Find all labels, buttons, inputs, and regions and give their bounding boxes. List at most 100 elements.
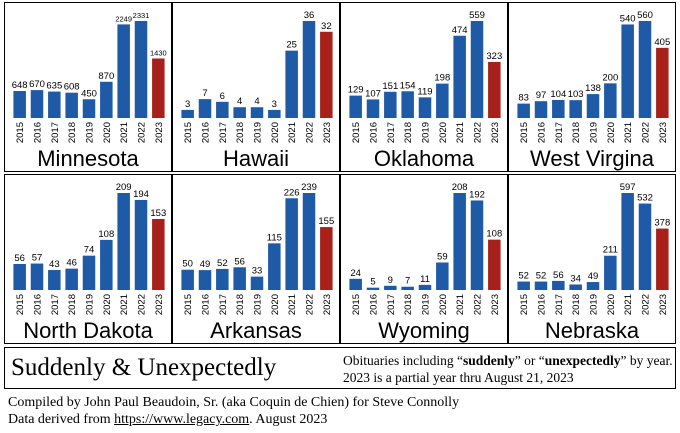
tick-label-2023: 2023 [322, 122, 333, 143]
data-label-2020: 115 [267, 232, 282, 243]
bar-chart-west-virgina: 83 2015 97 2016 104 2017 103 2018 138 2019 200 2020… [517, 10, 670, 143]
data-label-2020: 200 [602, 72, 618, 83]
data-label-2015: 3 [185, 99, 190, 110]
bar-2018 [233, 107, 246, 118]
legacy-link[interactable]: https://www.legacy.com [114, 412, 250, 427]
state-name: Oklahoma [373, 146, 475, 171]
tick-label-2020: 2020 [606, 122, 617, 143]
tick-label-2015: 2015 [519, 294, 530, 315]
data-label-2020: 870 [98, 71, 114, 82]
tick-label-2022: 2022 [137, 122, 148, 143]
data-label-2022: 559 [469, 10, 485, 21]
caption-note-prefix: Obituaries including “ [343, 353, 463, 368]
bar-chart-oklahoma: 129 2015 107 2016 151 2017 154 2018 119 2019 198 20… [348, 10, 503, 143]
bar-2016 [366, 287, 380, 290]
bar-2023 [320, 31, 333, 119]
caption-keyword-unexpectedly: unexpectedly [544, 353, 621, 368]
tick-label-2022: 2022 [641, 294, 652, 315]
tick-label-2017: 2017 [50, 294, 61, 315]
bar-2023 [488, 61, 501, 118]
credits-line1: Compiled by John Paul Beaudoin, Sr. (aka… [8, 395, 460, 410]
tick-label-2016: 2016 [33, 122, 44, 143]
data-label-2023: 378 [654, 218, 670, 229]
bar-2020 [436, 262, 449, 290]
chart-panel-nebraska: 52 2015 52 2016 56 2017 34 2018 49 2019 211 2020 597… [508, 174, 676, 344]
bar-2015 [517, 103, 530, 118]
credits-line2: Data derived from https://www.legacy.com… [8, 411, 459, 428]
chart-panel-west-virgina: 83 2015 97 2016 104 2017 103 2018 138 2019 200 2020… [508, 2, 676, 172]
data-label-2022: 194 [133, 189, 149, 200]
data-label-2021: 2249 [115, 14, 132, 23]
tick-label-2015: 2015 [351, 122, 362, 143]
tick-label-2020: 2020 [102, 294, 113, 315]
tick-label-2018: 2018 [235, 294, 246, 315]
data-label-2016: 57 [32, 253, 43, 264]
chart-panel-wyoming: 24 2015 5 2016 9 2017 7 2018 11 2019 59 2020 208 2021… [340, 174, 508, 344]
tick-label-2020: 2020 [270, 122, 281, 143]
bar-2015 [517, 281, 530, 290]
bar-2020 [100, 239, 113, 290]
bar-2017 [384, 285, 397, 290]
bar-2016 [534, 101, 548, 118]
bar-2023 [152, 58, 165, 118]
data-label-2019: 11 [420, 274, 430, 285]
data-label-2018: 7 [405, 276, 410, 287]
tick-label-2021: 2021 [287, 122, 298, 143]
data-label-2021: 597 [620, 182, 636, 193]
data-label-2016: 49 [200, 259, 211, 270]
bar-2017 [216, 101, 229, 118]
tick-label-2018: 2018 [403, 122, 414, 143]
state-name: Minnesota [37, 146, 139, 171]
tick-label-2021: 2021 [119, 122, 130, 143]
bar-2019 [82, 99, 96, 118]
data-label-2017: 52 [217, 258, 228, 269]
bar-2016 [366, 99, 380, 118]
bar-2015 [349, 95, 362, 118]
tick-label-2019: 2019 [589, 294, 600, 315]
data-label-2018: 608 [64, 82, 80, 93]
data-label-2016: 97 [536, 90, 547, 101]
data-label-2017: 43 [49, 259, 60, 270]
tick-label-2023: 2023 [490, 122, 501, 143]
data-label-2015: 56 [14, 253, 25, 264]
tick-label-2021: 2021 [623, 294, 634, 315]
bar-2020 [100, 81, 113, 118]
bar-2017 [384, 91, 397, 118]
data-label-2017: 151 [382, 81, 398, 92]
data-label-2021: 209 [116, 182, 132, 193]
tick-label-2022: 2022 [137, 294, 148, 315]
data-label-2015: 50 [182, 259, 193, 270]
data-label-2021: 208 [452, 182, 468, 193]
tick-label-2018: 2018 [67, 294, 78, 315]
bar-2018 [233, 267, 246, 290]
bar-2021 [285, 198, 298, 290]
tick-label-2018: 2018 [571, 294, 582, 315]
tick-label-2017: 2017 [554, 122, 565, 143]
tick-label-2016: 2016 [201, 294, 212, 315]
tick-label-2015: 2015 [519, 122, 530, 143]
tick-label-2022: 2022 [305, 122, 316, 143]
tick-label-2020: 2020 [102, 122, 113, 143]
tick-label-2016: 2016 [369, 294, 380, 315]
data-label-2017: 635 [46, 81, 62, 92]
tick-label-2018: 2018 [571, 122, 582, 143]
caption-note-line2: 2023 is a partial year thru August 21, 2… [343, 370, 574, 385]
chart-panel-hawaii: 3 2015 7 2016 6 2017 4 2018 4 2019 3 2020 25 2021 36 20… [172, 2, 340, 172]
tick-label-2019: 2019 [421, 294, 432, 315]
data-label-2018: 34 [570, 273, 581, 284]
tick-label-2022: 2022 [473, 294, 484, 315]
data-label-2021: 226 [284, 187, 300, 198]
data-label-2019: 119 [417, 86, 432, 97]
data-label-2019: 138 [585, 83, 601, 94]
tick-label-2019: 2019 [589, 122, 600, 143]
bar-2018 [401, 91, 414, 118]
credits-line2-prefix: Data derived from [8, 412, 115, 427]
data-label-2016: 107 [365, 88, 381, 99]
data-label-2018: 154 [400, 80, 416, 91]
bar-2019 [418, 97, 432, 118]
bar-2017 [552, 280, 565, 290]
tick-label-2020: 2020 [270, 294, 281, 315]
bar-2022 [302, 193, 316, 290]
data-label-2015: 52 [518, 271, 529, 282]
data-label-2017: 104 [550, 89, 566, 100]
